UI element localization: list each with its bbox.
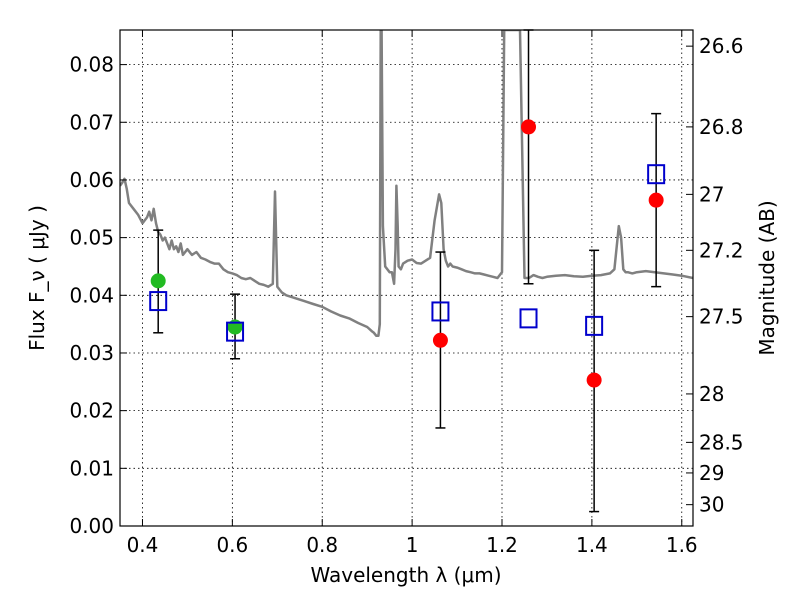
y-tick-label: 0.08 <box>69 53 114 77</box>
right-tick-label: 30 <box>699 493 724 517</box>
green-data-point <box>150 273 166 289</box>
y-tick-label: 0.02 <box>69 399 114 423</box>
right-tick-label: 28.5 <box>699 430 744 454</box>
model-square-point <box>585 315 604 336</box>
model-sed-layer <box>120 30 693 337</box>
red-data-point <box>586 372 602 388</box>
y-tick-label: 0.03 <box>69 341 114 365</box>
y-tick-label: 0.04 <box>69 283 114 307</box>
x-tick-label: 1.2 <box>486 533 518 557</box>
right-tick-label: 27.2 <box>699 238 744 262</box>
axis-ticks: 0.4 0.6 0.8 1 1.2 1.4 1.6 0.00 0.01 0.02 0.03 0.04 0… <box>69 30 744 557</box>
x-axis-label: Wavelength λ (μm) <box>310 563 501 587</box>
y-tick-label: 0.01 <box>69 456 114 480</box>
right-tick-label: 29 <box>699 461 724 485</box>
x-tick-label: 1.6 <box>666 533 698 557</box>
x-tick-label: 1.4 <box>576 533 608 557</box>
y-tick-label: 0.00 <box>69 514 114 538</box>
x-tick-label: 0.4 <box>127 533 159 557</box>
y-tick-label: 0.07 <box>69 110 114 134</box>
model-square-point <box>519 308 538 329</box>
red-data-point <box>648 192 664 208</box>
right-tick-label: 28 <box>699 382 724 406</box>
right-tick-label: 27 <box>699 182 724 206</box>
model-square-point <box>149 291 168 312</box>
right-tick-label: 27.5 <box>699 305 744 329</box>
right-tick-label: 26.6 <box>699 34 744 58</box>
red-data-point <box>521 119 537 135</box>
data-points-layer <box>149 29 666 513</box>
model-sed-curve <box>120 30 693 337</box>
x-tick-label: 0.8 <box>306 533 338 557</box>
model-square-point <box>226 321 245 342</box>
y-tick-label: 0.05 <box>69 226 114 250</box>
red-data-point <box>432 332 448 348</box>
model-square-point <box>647 164 666 185</box>
y-tick-label: 0.06 <box>69 168 114 192</box>
right-tick-label: 26.8 <box>699 115 744 139</box>
model-square-point <box>431 301 450 322</box>
grid-lines <box>120 30 693 527</box>
right-axis-label: Magnitude (AB) <box>755 200 779 355</box>
x-tick-label: 1 <box>406 533 419 557</box>
y-axis-label: Flux F_ν ( μJy ) <box>25 205 49 351</box>
x-tick-label: 0.6 <box>216 533 248 557</box>
plot-frame <box>119 29 694 527</box>
